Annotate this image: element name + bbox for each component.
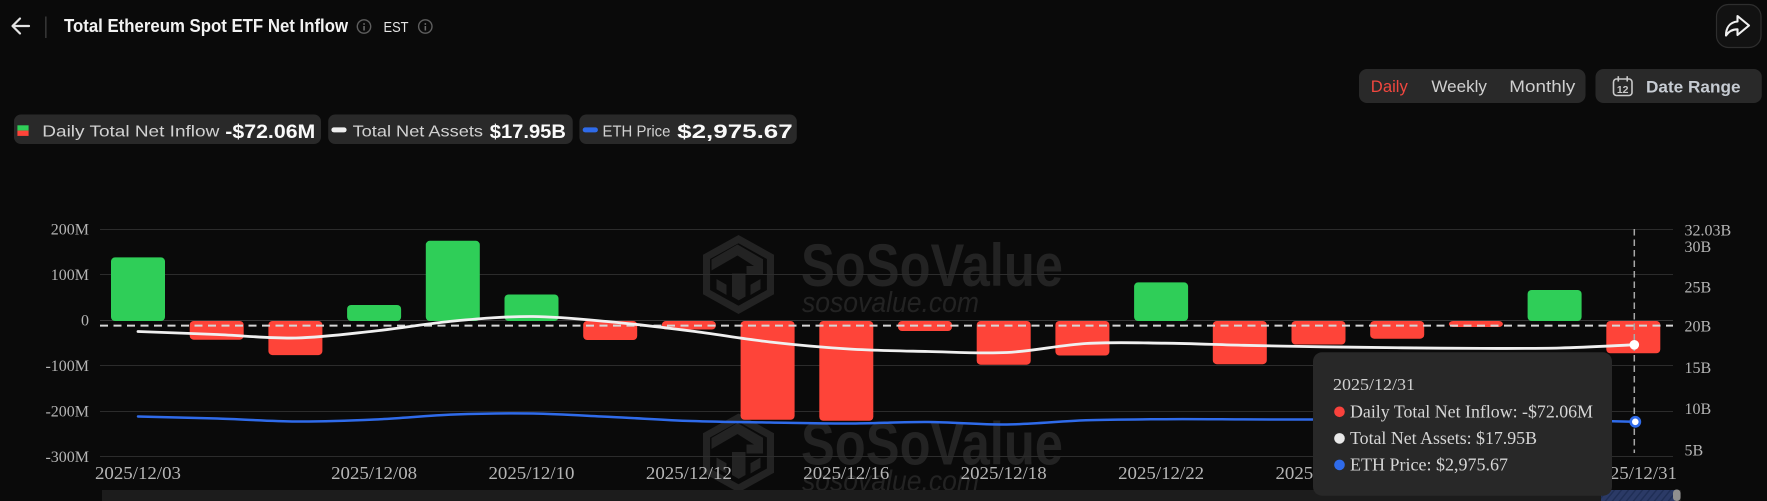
svg-text:2025/12/10: 2025/12/10 xyxy=(489,463,575,483)
svg-text:Daily Total Net Inflow: -$72.0: Daily Total Net Inflow: -$72.06M xyxy=(1350,402,1593,422)
svg-text:-300M: -300M xyxy=(45,449,89,466)
svg-text:Total Net Assets: $17.95B: Total Net Assets: $17.95B xyxy=(1350,428,1537,448)
svg-text:32.03B: 32.03B xyxy=(1685,223,1732,240)
svg-text:2025/12/12: 2025/12/12 xyxy=(646,463,732,483)
svg-text:Daily: Daily xyxy=(1371,78,1409,96)
svg-text:EST: EST xyxy=(384,19,409,36)
svg-text:5B: 5B xyxy=(1685,443,1704,460)
svg-text:Total Ethereum Spot ETF Net In: Total Ethereum Spot ETF Net Inflow xyxy=(64,16,349,36)
svg-text:sosovalue.com: sosovalue.com xyxy=(802,287,979,319)
svg-text:10B: 10B xyxy=(1685,401,1712,418)
svg-text:-$72.06M: -$72.06M xyxy=(225,121,315,143)
svg-text:Weekly: Weekly xyxy=(1431,78,1487,96)
svg-text:ETH Price: $2,975.67: ETH Price: $2,975.67 xyxy=(1350,455,1508,475)
svg-text:20B: 20B xyxy=(1685,318,1712,335)
svg-text:Total Net Assets: Total Net Assets xyxy=(353,124,483,141)
svg-text:0: 0 xyxy=(81,313,89,330)
svg-text:$2,975.67: $2,975.67 xyxy=(677,121,793,143)
svg-text:SoSoValue: SoSoValue xyxy=(801,232,1063,299)
svg-text:2025/12/08: 2025/12/08 xyxy=(331,463,417,483)
svg-text:12: 12 xyxy=(1617,84,1629,96)
svg-text:-100M: -100M xyxy=(45,358,89,375)
svg-text:15B: 15B xyxy=(1685,360,1712,377)
svg-text:2025/12/31: 2025/12/31 xyxy=(1333,375,1415,394)
svg-text:$17.95B: $17.95B xyxy=(490,121,566,143)
svg-text:2025/12/31: 2025/12/31 xyxy=(1591,463,1677,483)
svg-text:100M: 100M xyxy=(51,267,89,284)
svg-text:25B: 25B xyxy=(1685,280,1712,297)
svg-text:2025/12/03: 2025/12/03 xyxy=(95,463,181,483)
svg-text:2025/12/22: 2025/12/22 xyxy=(1118,463,1204,483)
svg-text:30B: 30B xyxy=(1685,239,1712,256)
svg-text:200M: 200M xyxy=(51,222,89,239)
svg-text:Date Range: Date Range xyxy=(1646,79,1741,97)
svg-text:Daily Total Net Inflow: Daily Total Net Inflow xyxy=(42,124,220,141)
svg-text:-200M: -200M xyxy=(45,404,89,421)
svg-text:2025/12/16: 2025/12/16 xyxy=(803,463,889,483)
svg-text:2025/12/18: 2025/12/18 xyxy=(961,463,1047,483)
svg-text:ETH Price: ETH Price xyxy=(603,124,671,141)
svg-text:Monthly: Monthly xyxy=(1509,78,1576,96)
